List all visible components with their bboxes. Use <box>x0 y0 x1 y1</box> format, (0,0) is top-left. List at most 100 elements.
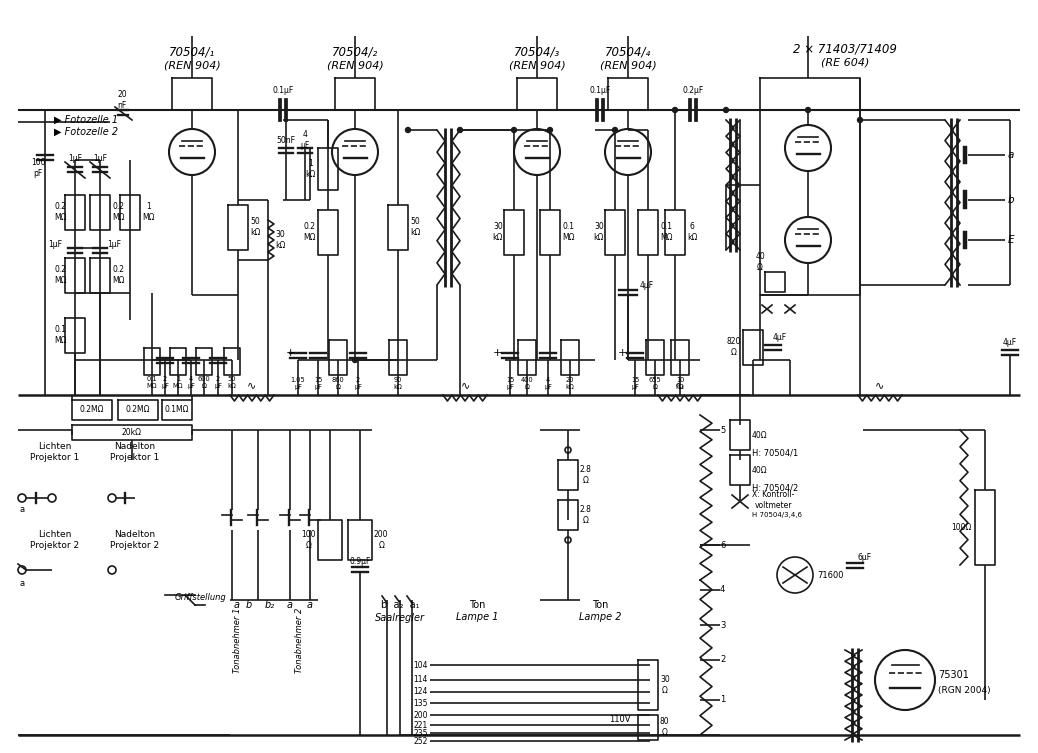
Text: 6: 6 <box>720 541 726 550</box>
Text: 0.2
MΩ: 0.2 MΩ <box>55 203 67 221</box>
Text: 70504/₂: 70504/₂ <box>332 45 378 59</box>
Text: 0.9μF: 0.9μF <box>350 557 371 566</box>
Text: Lampe 2: Lampe 2 <box>579 612 622 622</box>
Circle shape <box>857 117 863 123</box>
Text: 70504/₃: 70504/₃ <box>514 45 561 59</box>
Text: 860
Ω: 860 Ω <box>331 376 345 389</box>
Text: 221: 221 <box>414 721 428 730</box>
Text: 15
μF: 15 μF <box>506 376 514 389</box>
Circle shape <box>673 108 678 112</box>
Text: 75301: 75301 <box>938 670 968 680</box>
Circle shape <box>353 358 357 362</box>
Text: 0.2
MΩ: 0.2 MΩ <box>112 203 125 221</box>
Text: 200
Ω: 200 Ω <box>374 530 388 550</box>
Text: Lampe 1: Lampe 1 <box>456 612 498 622</box>
Text: Lichten
Projektor 1: Lichten Projektor 1 <box>30 442 79 462</box>
Text: b: b <box>246 600 252 610</box>
Circle shape <box>805 108 811 112</box>
Text: b₂: b₂ <box>265 600 275 610</box>
Text: a: a <box>307 600 313 610</box>
Text: a: a <box>20 505 25 514</box>
Text: 4μF: 4μF <box>640 281 654 289</box>
Text: Tonabnehmer 1: Tonabnehmer 1 <box>233 608 242 672</box>
Text: 2
μF: 2 μF <box>214 376 222 389</box>
Text: a: a <box>1008 150 1014 160</box>
Text: 6μF: 6μF <box>857 553 871 562</box>
Text: 0.1
MΩ: 0.1 MΩ <box>55 325 67 345</box>
Text: ∿: ∿ <box>676 380 685 390</box>
Text: 4μF: 4μF <box>1003 337 1017 346</box>
Circle shape <box>406 127 410 133</box>
Text: 1
kΩ: 1 kΩ <box>305 160 316 178</box>
Text: 235: 235 <box>413 728 428 737</box>
Text: (RGN 2004): (RGN 2004) <box>938 685 990 694</box>
Text: 1
MΩ: 1 MΩ <box>142 203 155 221</box>
Text: 50
kΩ: 50 kΩ <box>227 376 237 389</box>
Text: 400
Ω: 400 Ω <box>521 376 534 389</box>
Text: 100
Ω: 100 Ω <box>301 530 316 550</box>
Text: 50
kΩ: 50 kΩ <box>410 218 420 236</box>
Circle shape <box>723 108 729 112</box>
Text: 1.05
μF: 1.05 μF <box>291 376 305 389</box>
Text: 0.1
MΩ: 0.1 MΩ <box>660 222 673 242</box>
Text: ∿: ∿ <box>875 380 884 390</box>
Text: (REN 904): (REN 904) <box>327 60 383 70</box>
Text: 90
kΩ: 90 kΩ <box>393 376 403 389</box>
Text: E: E <box>1008 235 1014 245</box>
Text: 1
MΩ: 1 MΩ <box>172 376 184 389</box>
Text: 30
kΩ: 30 kΩ <box>275 230 285 250</box>
Text: 70504/₄: 70504/₄ <box>605 45 651 59</box>
Text: 71600: 71600 <box>817 571 844 580</box>
Text: 30
Ω: 30 Ω <box>660 675 670 695</box>
Text: 0.1
MΩ: 0.1 MΩ <box>146 376 157 389</box>
Text: 0.1μF: 0.1μF <box>272 86 294 94</box>
Text: 80
Ω: 80 Ω <box>660 718 670 736</box>
Circle shape <box>512 127 517 133</box>
Text: 0.2μF: 0.2μF <box>682 86 704 94</box>
Text: 4
μF: 4 μF <box>187 376 195 389</box>
Text: 4μF: 4μF <box>773 333 787 342</box>
Text: Nadelton
Projektor 1: Nadelton Projektor 1 <box>110 442 159 462</box>
Text: X: Kontroll-
voltmeter: X: Kontroll- voltmeter <box>752 490 794 510</box>
Text: 40
Ω: 40 Ω <box>755 252 765 272</box>
Text: ∿: ∿ <box>460 380 469 390</box>
Text: 0.2MΩ: 0.2MΩ <box>80 404 104 413</box>
Text: 15
μF: 15 μF <box>631 376 639 389</box>
Text: +: + <box>285 348 295 358</box>
Text: 200: 200 <box>413 711 428 720</box>
Circle shape <box>547 127 552 133</box>
Text: 0.2
MΩ: 0.2 MΩ <box>303 222 316 242</box>
Text: Lichten
Projektor 2: Lichten Projektor 2 <box>30 530 79 550</box>
Text: b  a₂  a₁: b a₂ a₁ <box>381 600 419 610</box>
Text: 104: 104 <box>413 660 428 669</box>
Text: 2 × 71403/71409: 2 × 71403/71409 <box>793 42 897 56</box>
Text: 2
μF: 2 μF <box>161 376 169 389</box>
Text: 4
μF: 4 μF <box>300 130 309 150</box>
Text: 30
kΩ: 30 kΩ <box>493 222 503 242</box>
Text: 0.2MΩ: 0.2MΩ <box>126 404 151 413</box>
Text: 2.8
Ω: 2.8 Ω <box>580 505 592 525</box>
Text: 1μF: 1μF <box>93 154 107 163</box>
Text: 124: 124 <box>413 687 428 697</box>
Text: 20kΩ: 20kΩ <box>122 428 142 437</box>
Text: H: 70504/1: H: 70504/1 <box>752 449 798 458</box>
Text: 600
Ω: 600 Ω <box>197 376 211 389</box>
Text: 0.1MΩ: 0.1MΩ <box>165 404 189 413</box>
Text: 252: 252 <box>413 736 428 745</box>
Text: 0.1
MΩ: 0.1 MΩ <box>562 222 574 242</box>
Text: Ton: Ton <box>592 600 608 610</box>
Text: (REN 904): (REN 904) <box>509 60 566 70</box>
Circle shape <box>458 127 463 133</box>
Text: 15
μF: 15 μF <box>313 376 322 389</box>
Text: 1μF: 1μF <box>69 154 82 163</box>
Text: 3: 3 <box>720 620 726 630</box>
Text: 0.2
MΩ: 0.2 MΩ <box>55 265 67 285</box>
Text: H 70504/3,4,6: H 70504/3,4,6 <box>752 512 802 518</box>
Text: 50
kΩ: 50 kΩ <box>250 218 261 236</box>
Text: Nadelton
Projektor 2: Nadelton Projektor 2 <box>110 530 159 550</box>
Text: 1μF: 1μF <box>48 239 62 248</box>
Text: a: a <box>234 600 240 610</box>
Text: 6
kΩ: 6 kΩ <box>687 222 698 242</box>
Text: 10
kΩ: 10 kΩ <box>676 376 684 389</box>
Text: ∿: ∿ <box>247 380 256 390</box>
